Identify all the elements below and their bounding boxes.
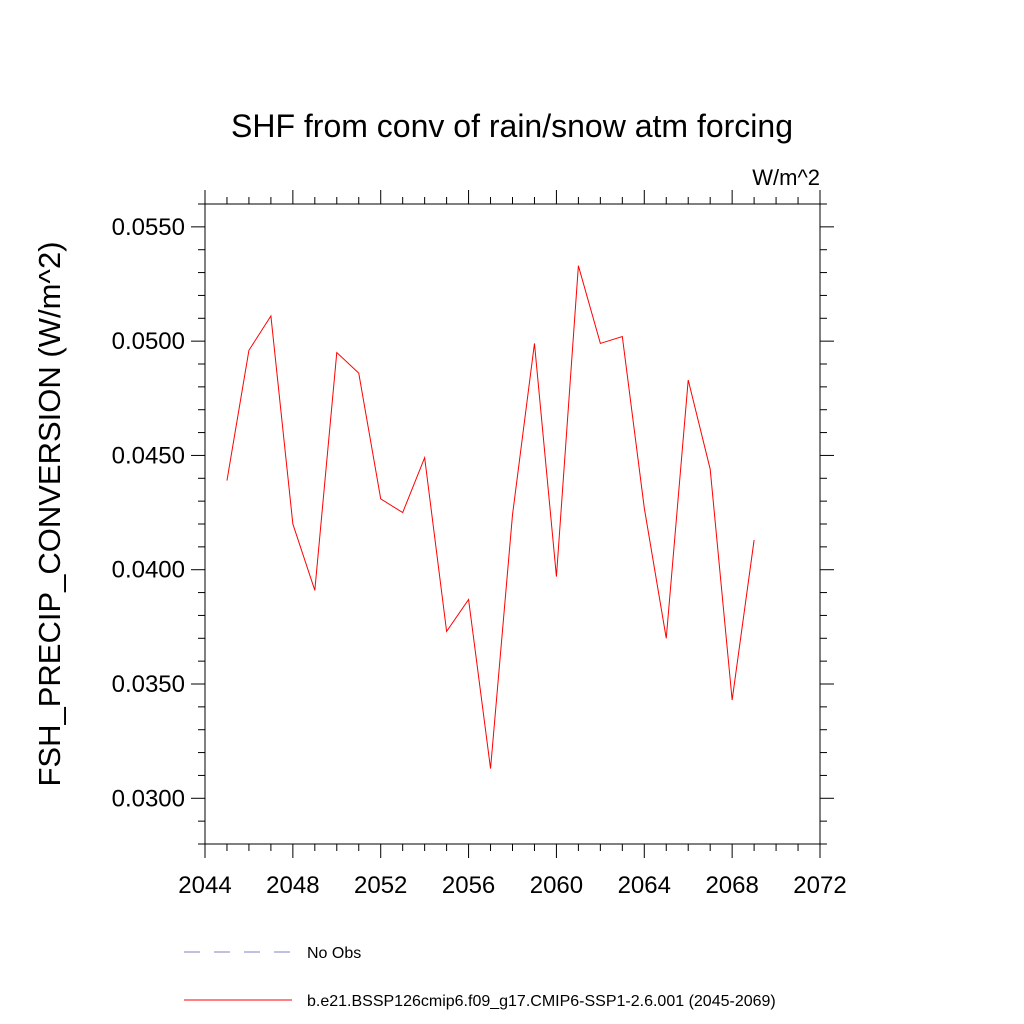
y-tick-label: 0.0550 bbox=[112, 214, 185, 241]
y-tick-label: 0.0450 bbox=[112, 442, 185, 469]
x-tick-label: 2072 bbox=[793, 872, 846, 899]
legend-label-model-run: b.e21.BSSP126cmip6.f09_g17.CMIP6-SSP1-2.… bbox=[307, 993, 776, 1010]
x-tick-label: 2048 bbox=[266, 872, 319, 899]
y-axis-label: FSH_PRECIP_CONVERSION (W/m^2) bbox=[32, 241, 67, 786]
x-tick-label: 2052 bbox=[354, 872, 407, 899]
x-tick-label: 2044 bbox=[178, 872, 231, 899]
y-tick-label: 0.0400 bbox=[112, 557, 185, 584]
x-tick-label: 2060 bbox=[530, 872, 583, 899]
y-tick-label: 0.0500 bbox=[112, 328, 185, 355]
y-tick-labels: 0.0300 0.0350 0.0400 0.0450 0.0500 0.0550 bbox=[112, 214, 185, 812]
plot-frame bbox=[204, 203, 821, 845]
legend-label-no-obs: No Obs bbox=[307, 945, 361, 962]
y-tick-label: 0.0350 bbox=[112, 671, 185, 698]
x-tick-labels: 2044 2048 2052 2056 2060 2064 2068 2072 bbox=[178, 872, 846, 899]
axis-ticks bbox=[191, 190, 834, 858]
series-line bbox=[226, 265, 755, 769]
y-tick-label: 0.0300 bbox=[112, 785, 185, 812]
chart-title: SHF from conv of rain/snow atm forcing bbox=[231, 108, 793, 144]
x-tick-label: 2064 bbox=[618, 872, 671, 899]
x-tick-label: 2056 bbox=[442, 872, 495, 899]
legend: No Obs b.e21.BSSP126cmip6.f09_g17.CMIP6-… bbox=[184, 945, 776, 1010]
units-label: W/m^2 bbox=[752, 165, 820, 190]
series-group bbox=[226, 265, 755, 769]
x-tick-label: 2068 bbox=[705, 872, 758, 899]
